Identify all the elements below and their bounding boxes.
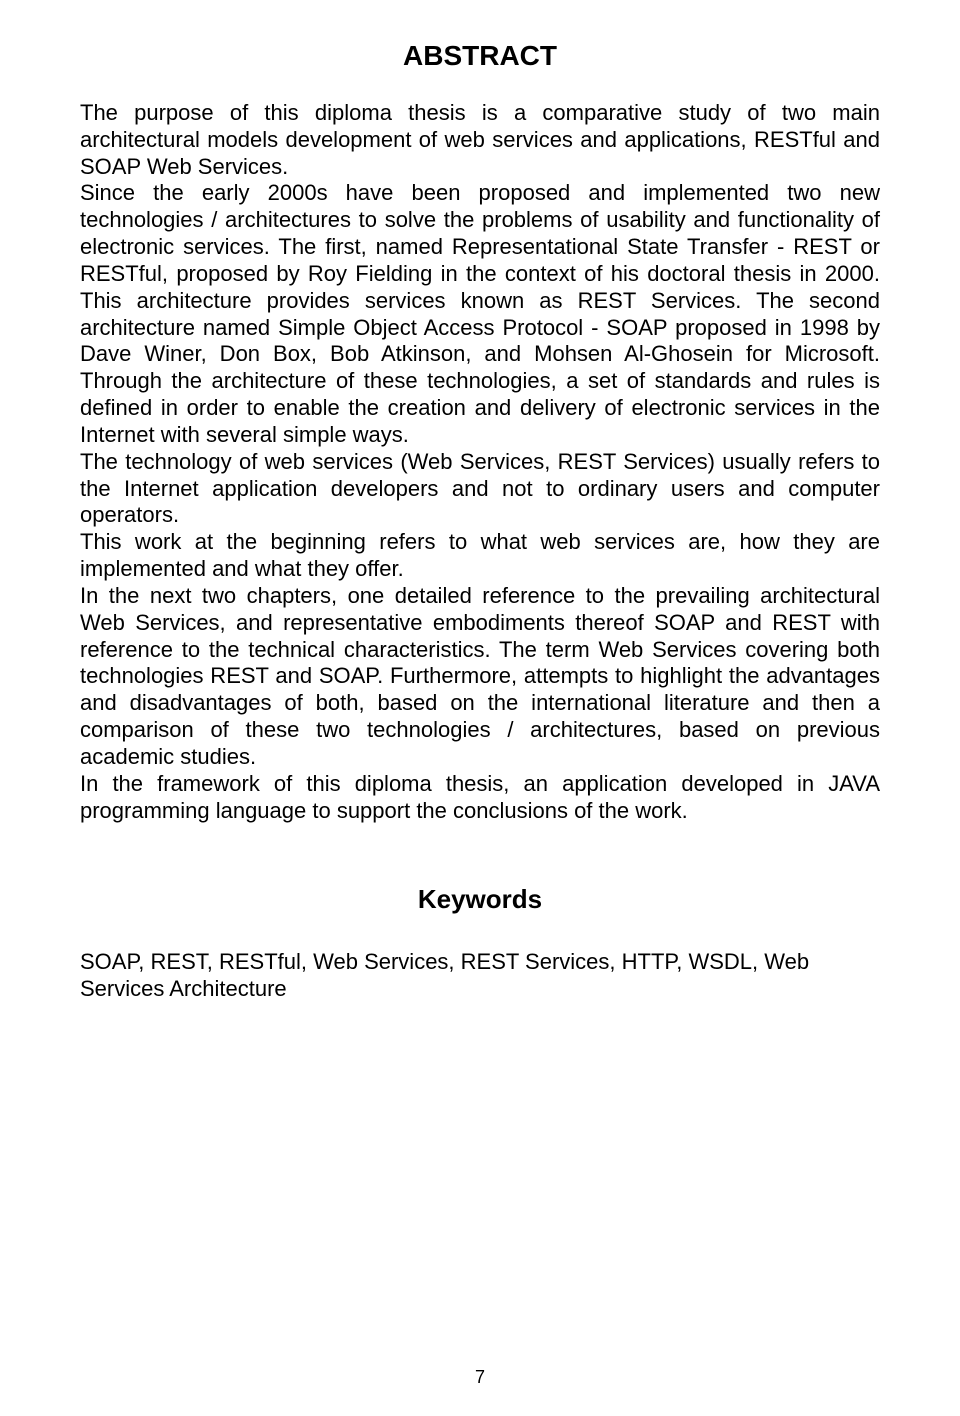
document-page: ABSTRACT The purpose of this diploma the… xyxy=(0,0,960,1416)
abstract-para-3: The technology of web services (Web Serv… xyxy=(80,449,880,529)
abstract-para-4: This work at the beginning refers to wha… xyxy=(80,529,880,583)
page-number: 7 xyxy=(0,1367,960,1388)
abstract-para-6: In the framework of this diploma thesis,… xyxy=(80,771,880,825)
abstract-title: ABSTRACT xyxy=(80,40,880,72)
keywords-text: SOAP, REST, RESTful, Web Services, REST … xyxy=(80,949,880,1003)
abstract-para-5: In the next two chapters, one detailed r… xyxy=(80,583,880,771)
abstract-para-1: The purpose of this diploma thesis is a … xyxy=(80,100,880,180)
abstract-para-2: Since the early 2000s have been proposed… xyxy=(80,180,880,448)
abstract-body: The purpose of this diploma thesis is a … xyxy=(80,100,880,824)
keywords-title: Keywords xyxy=(80,884,880,915)
